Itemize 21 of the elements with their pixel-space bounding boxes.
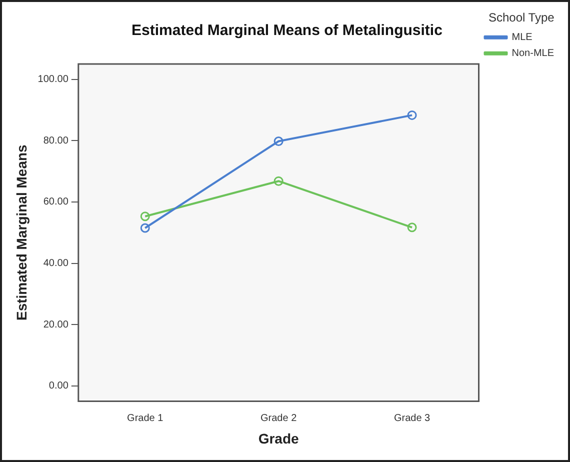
point (407, 222, 417, 232)
point (274, 176, 284, 186)
y-tick-label: 80.00 (43, 135, 69, 146)
x-axis-title: Grade (258, 430, 300, 446)
x-tick-label: Grade 3 (394, 412, 431, 424)
point (274, 136, 284, 146)
point (140, 223, 150, 233)
y-tick-label: 60.00 (43, 196, 69, 208)
legend-title: School Type (488, 10, 555, 24)
legend-label: Non-MLE (512, 48, 554, 60)
point (407, 110, 417, 120)
y-axis-title: Estimated Marginal Means (13, 144, 30, 321)
legend-label: MLE (512, 32, 533, 44)
y-tick-label: 0.00 (48, 380, 69, 392)
x-tick-label: Grade 2 (260, 412, 298, 424)
chart-title: Estimated Marginal Means of Metalingusitic (132, 22, 442, 40)
x-tick-label: Grade 1 (127, 412, 164, 424)
point (140, 212, 150, 222)
y-tick-label: 100.00 (38, 74, 69, 86)
y-tick-label: 40.00 (43, 258, 69, 270)
y-tick-label: 20.00 (43, 319, 69, 330)
